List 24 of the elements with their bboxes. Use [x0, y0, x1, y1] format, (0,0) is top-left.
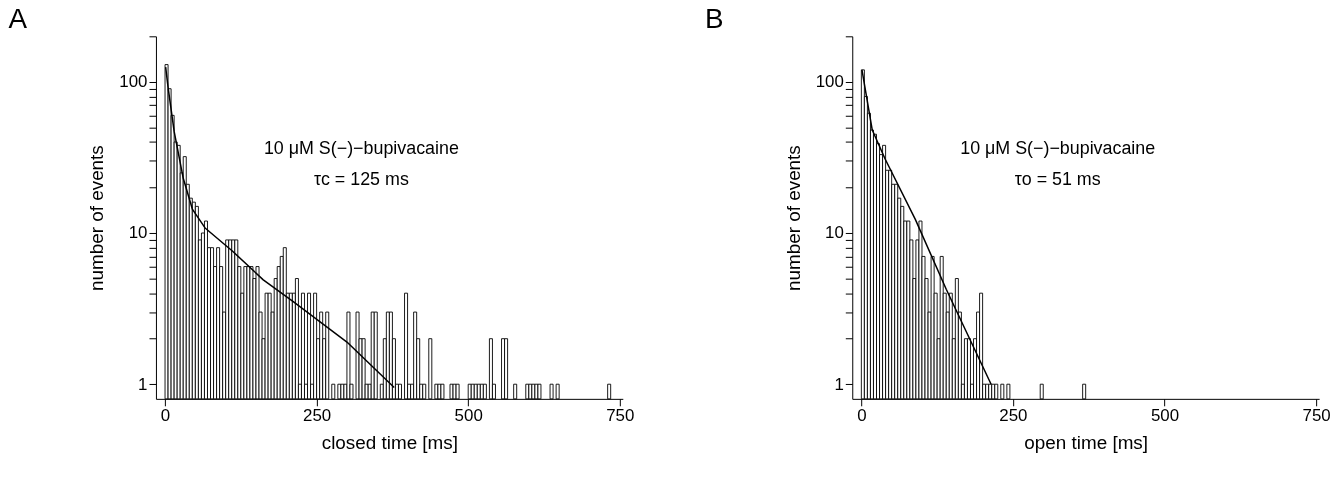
y-tick-label: 10	[825, 223, 844, 243]
x-axis-title: open time [ms]	[1024, 432, 1149, 454]
chart-title: B	[704, 2, 724, 34]
y-tick-label: 1	[834, 374, 844, 394]
x-tick-label: 750	[1302, 406, 1331, 426]
y-axis-title: number of events	[86, 145, 108, 291]
x-tick-label: 750	[606, 406, 635, 426]
x-tick-label: 0	[160, 406, 171, 426]
x-tick-label: 0	[857, 406, 867, 426]
x-axis-title: closed time [ms]	[321, 432, 458, 454]
chart-title: A	[8, 2, 28, 34]
annotation: 10 μM S(−)−bupivacaine	[263, 137, 459, 158]
x-tick-label: 500	[1150, 406, 1180, 426]
y-tick-label: 100	[119, 72, 148, 92]
y-tick-label: 1	[138, 374, 148, 394]
annotation: 10 μM S(−)−bupivacaine	[960, 137, 1156, 158]
annotation: τc = 125 ms	[313, 169, 409, 190]
x-tick-label: 250	[303, 406, 332, 426]
annotation: τo = 51 ms	[1014, 169, 1101, 190]
x-tick-label: 250	[999, 406, 1028, 426]
y-tick-label: 100	[815, 72, 844, 92]
y-axis-title: number of events	[782, 145, 804, 291]
y-tick-label: 10	[128, 223, 148, 243]
x-tick-label: 500	[454, 406, 483, 426]
